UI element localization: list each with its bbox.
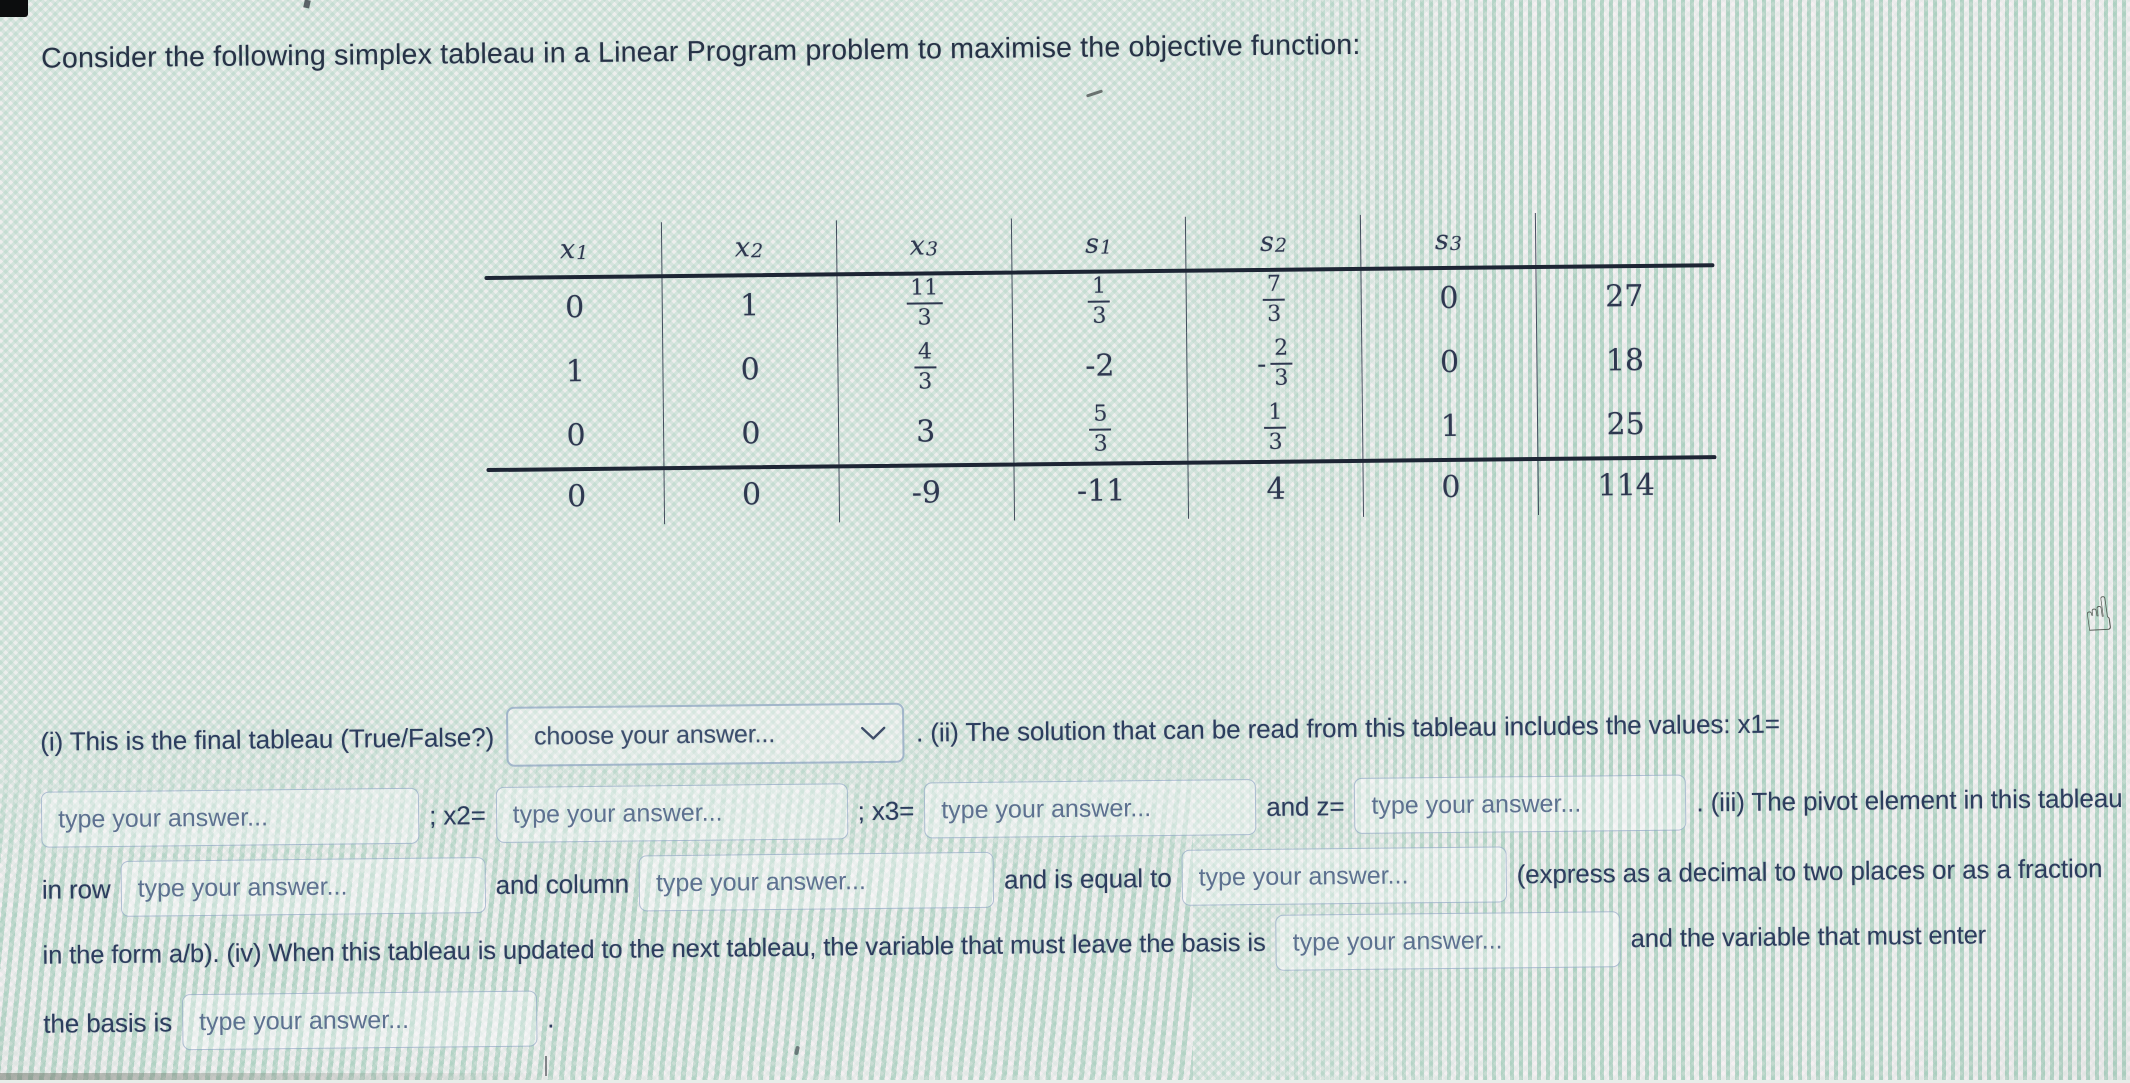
tableau-cell: 1 — [662, 272, 838, 339]
q5-label: the basis is — [43, 1006, 173, 1039]
tableau-cell: -9 — [839, 462, 1015, 523]
x1-answer-input[interactable] — [40, 787, 420, 848]
q4-label: in the form a/b). (iv) When this tableau… — [42, 928, 1266, 970]
tableau-cell: 0 — [488, 402, 665, 469]
q5-period: . — [546, 1002, 555, 1033]
x2-label: ; x2= — [428, 799, 486, 831]
x2-answer-input[interactable] — [495, 783, 848, 843]
tableau-cell: -11 — [1013, 460, 1190, 521]
tableau-cell: 0 — [663, 400, 840, 467]
leaving-variable-input[interactable] — [1275, 911, 1621, 971]
tableau-cell: -2 — [1012, 332, 1189, 399]
question-line-1: (i) This is the final tableau (True/Fals… — [40, 693, 1780, 773]
tableau-cell: 18 — [1605, 342, 1645, 378]
pivot-equal-label: and is equal to — [1003, 862, 1172, 895]
tableau-cell: 27 — [1605, 278, 1644, 314]
tableau-cell: 0 — [1362, 329, 1538, 395]
tableau-cell: 1 — [1363, 393, 1539, 459]
tableau-cell: 0 — [1363, 457, 1540, 517]
tableau-cell: 25 — [1606, 406, 1645, 442]
pivot-row-input[interactable] — [120, 857, 486, 917]
tableau-cell: 0 — [664, 464, 840, 525]
pivot-value-input[interactable] — [1181, 846, 1507, 906]
tableau-cell: 114 — [1597, 467, 1656, 503]
q1-label: (i) This is the final tableau (True/Fals… — [40, 721, 495, 757]
q3-intro-label: . (iii) The pivot element in this tablea… — [1696, 782, 2130, 817]
tableau-cell: 0 — [487, 274, 663, 341]
tableau-cell: 1 — [488, 338, 664, 405]
q2-intro-label: . (ii) The solution that can be read fro… — [915, 708, 1780, 748]
q4-enter-label: and the variable that must enter — [1630, 920, 1987, 953]
tableau-cell: 11 3 — [837, 270, 1013, 337]
entering-variable-input[interactable] — [181, 990, 538, 1051]
col-header-rhs — [1536, 211, 1711, 265]
x3-answer-input[interactable] — [923, 779, 1257, 839]
true-false-dropdown[interactable]: choose your answer... — [505, 702, 905, 767]
pivot-column-input[interactable] — [638, 851, 995, 912]
z-label: and z= — [1266, 790, 1345, 822]
pivot-note-label: (express as a decimal to two places or a… — [1516, 852, 2103, 889]
tableau-cell: 0 — [1361, 265, 1538, 331]
pivot-column-label: and column — [495, 868, 630, 900]
pivot-row-label: in row — [41, 873, 111, 905]
tableau-cell: 4 — [1188, 458, 1365, 519]
tableau-cell: 0 — [662, 336, 839, 403]
page-title: Consider the following simplex tableau i… — [40, 28, 1361, 75]
tableau-cell: 3 — [838, 398, 1014, 465]
x3-label: ; x3= — [857, 795, 915, 826]
tableau-cell: 0 — [489, 466, 665, 527]
dropdown-placeholder: choose your answer... — [533, 719, 776, 751]
chevron-down-icon — [860, 725, 886, 740]
question-line-2: ; x2= ; x3= and z= . (iii) The pivot ele… — [40, 767, 2130, 851]
question-line-5: the basis is . — [43, 987, 555, 1054]
z-answer-input[interactable] — [1354, 774, 1687, 834]
